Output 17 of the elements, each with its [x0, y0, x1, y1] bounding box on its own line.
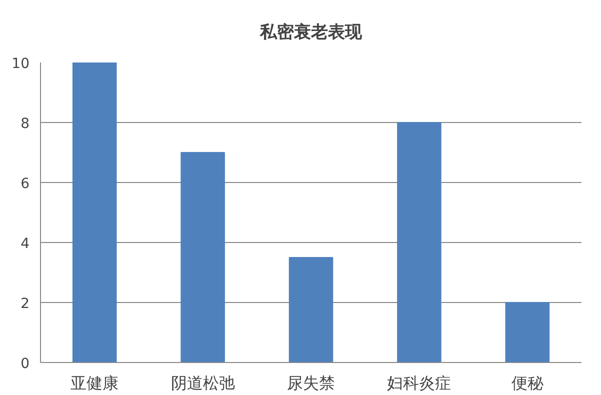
- bar: [505, 302, 550, 362]
- y-tick-label: 10: [12, 56, 30, 72]
- y-tick-label: 8: [20, 116, 30, 132]
- bar: [288, 257, 334, 362]
- y-tick-label: 6: [20, 176, 30, 192]
- y-tick-label: 2: [20, 296, 30, 312]
- y-tick-label: 4: [20, 236, 30, 252]
- x-tick-label: 亚健康: [70, 374, 119, 392]
- x-tick-label: 尿失禁: [287, 374, 335, 392]
- bar: [397, 122, 442, 362]
- bar: [180, 152, 225, 362]
- bar: [72, 62, 117, 362]
- x-tick-label: 便秘: [511, 374, 544, 392]
- x-tick-label: 妇科炎症: [387, 374, 452, 392]
- y-tick-label: 0: [20, 356, 30, 372]
- chart-title: 私密衰老表现: [259, 22, 363, 42]
- x-tick-label: 阴道松弛: [170, 374, 235, 392]
